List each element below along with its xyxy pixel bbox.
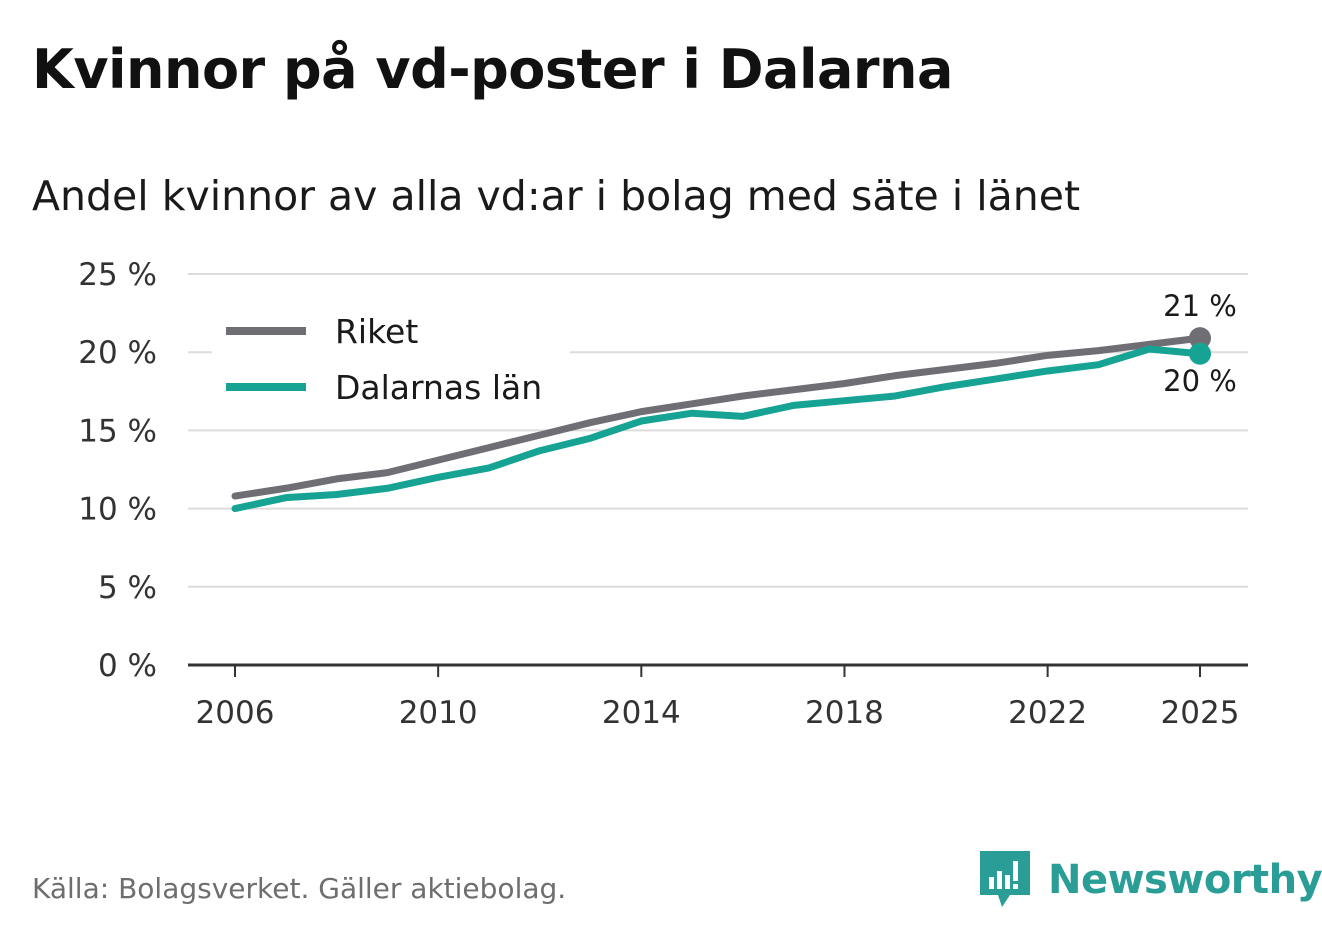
series: 21 % 20 % [231, 289, 1237, 513]
y-tick-label: 15 % [78, 413, 157, 449]
y-tick-label: 5 % [98, 570, 157, 606]
source-note: Källa: Bolagsverket. Gäller aktiebolag. [32, 872, 567, 905]
y-tick-label: 25 % [78, 257, 157, 293]
end-marker-dalarnas-lan [1189, 342, 1211, 365]
y-tick-label: 20 % [78, 335, 157, 371]
x-tick-label: 2006 [196, 695, 275, 731]
axes: 0 % 5 % 10 % 15 % 20 % 25 % 2006 2010 2014 2018 20… [78, 257, 1248, 731]
x-tick-label: 2014 [602, 695, 681, 731]
x-tick-label: 2022 [1008, 695, 1087, 731]
end-label-riket: 21 % [1163, 289, 1237, 323]
y-tick-label: 0 % [98, 648, 157, 684]
end-marker-riket [1189, 327, 1211, 350]
legend-label: Riket [335, 312, 418, 351]
x-tick-label: 2018 [805, 695, 884, 731]
x-tick-label: 2010 [399, 695, 478, 731]
legend: Riket Dalarnas län [212, 300, 570, 418]
legend-background [212, 300, 570, 418]
series-line-dalarnas-lan [231, 345, 1204, 513]
y-tick-label: 10 % [78, 492, 157, 528]
legend-label: Dalarnas län [335, 368, 542, 407]
x-tick-label: 2025 [1161, 695, 1240, 731]
series-line-riket [231, 334, 1204, 500]
chart-title: Kvinnor på vd-poster i Dalarna [32, 38, 953, 101]
newsworthy-logo-icon [980, 851, 1030, 907]
chart-subtitle: Andel kvinnor av alla vd:ar i bolag med … [32, 172, 1081, 220]
brand-name: Newsworthy [1048, 857, 1322, 903]
brand: Newsworthy [980, 850, 1322, 910]
end-label-dalarnas-lan: 20 % [1163, 364, 1237, 398]
